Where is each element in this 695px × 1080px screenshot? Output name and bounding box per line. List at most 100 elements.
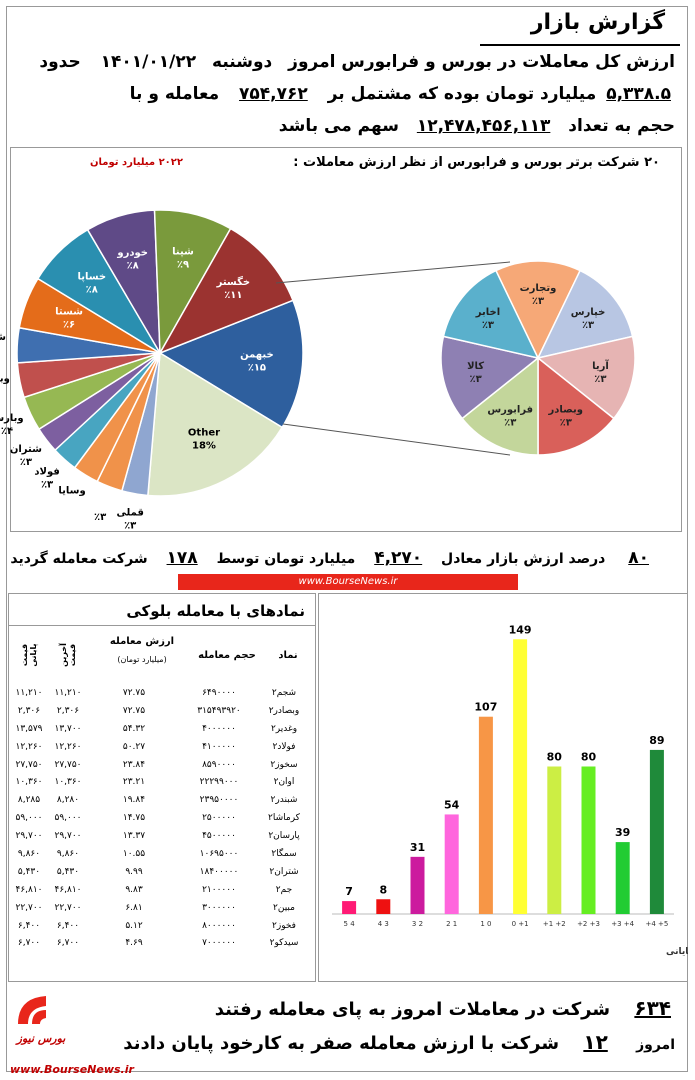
final-price-cell: ۶,۴۰۰ — [17, 920, 41, 931]
value-cell: ۵۰.۲۷ — [122, 741, 146, 752]
pie-slice-label: خگستر — [216, 275, 251, 288]
volume-cell: ۱۰۶۹۵۰۰۰ — [199, 848, 239, 859]
other-pie-slice — [536, 269, 634, 360]
bar — [342, 901, 357, 914]
value-cell: ۱۳.۳۷ — [122, 831, 146, 842]
footer-text-zero: شرکت با ارزش معامله صفر به کارخود پایان … — [123, 1033, 560, 1054]
table-row: ۱۱,۲۱۰ ۱۱,۲۱۰ ۷۲.۷۵ ۶۴۹۰۰۰۰ شجم۲ — [10, 684, 310, 702]
bar-category-label: +4 +5 — [645, 920, 668, 928]
other-pie-slice — [442, 269, 540, 360]
pie-slice-label: وبملت — [0, 373, 10, 384]
other-pie-slice — [494, 260, 582, 360]
pie-slice-label: شتران — [10, 444, 42, 455]
value-cell: ۱۴.۷۵ — [122, 813, 146, 824]
summary-text-b: میلیارد تومان توسط — [216, 551, 356, 567]
pie-slice-label: Other — [188, 428, 220, 439]
bar-category-label: 4 3 — [378, 920, 389, 928]
website-banner[interactable]: www.BourseNews.ir — [178, 574, 518, 590]
table-row: ۶,۷۰۰ ۶,۷۰۰ ۴.۶۹ ۷۰۰۰۰۰۰ سیدکو۲ — [10, 934, 310, 952]
final-price-cell: ۵,۴۳۰ — [17, 866, 41, 877]
volume-cell: ۳۰۰۰۰۰۰ — [202, 902, 236, 913]
pie-connector — [275, 261, 511, 284]
other-pie-label: فرابورس — [487, 405, 533, 416]
table-row: ۲,۳۰۶ ۲,۳۰۶ ۷۲.۷۵ ۳۱۵۴۹۳۹۲۰ وبصادر۲ — [10, 702, 310, 720]
other-pie-label: خپارس — [571, 307, 606, 318]
footer-text-traded: شرکت در معاملات امروز به پای معامله رفتن… — [214, 999, 611, 1020]
final-price-cell: ۶,۷۰۰ — [17, 938, 41, 949]
final-price-cell: ۵۹,۰۰۰ — [15, 813, 43, 824]
footer-website[interactable]: www.BourseNews.ir — [10, 1063, 134, 1076]
last-price-cell: ۱۱,۲۱۰ — [54, 687, 82, 698]
page-frame — [6, 6, 688, 1072]
volume-cell: ۷۰۰۰۰۰۰ — [202, 938, 236, 949]
pie-slice-value: ٪۸ — [86, 285, 98, 296]
last-price-cell: ۹,۸۶۰ — [56, 848, 80, 859]
pie-slice-label: وبارس — [0, 413, 24, 424]
table-row: ۱۲,۲۶۰ ۱۲,۲۶۰ ۵۰.۲۷ ۴۱۰۰۰۰۰ فولاد۲ — [10, 738, 310, 756]
pie-slice-value: ٪۱۱ — [224, 290, 242, 301]
symbol-cell: اوان۲ — [273, 777, 295, 788]
final-price-cell: ۸,۲۸۵ — [17, 795, 41, 806]
final-price-cell: ۱۲,۲۶۰ — [15, 741, 43, 752]
pie-slice-label: شبندر — [0, 332, 6, 343]
value-cell: ۵.۱۲ — [125, 920, 143, 931]
bar — [649, 749, 664, 914]
footer-count-zero: ۱۲ — [583, 1030, 608, 1054]
table-row: ۸,۲۸۵ ۸,۲۸۰ ۱۹.۸۴ ۲۳۹۵۰۰۰۰ شبندر۲ — [10, 791, 310, 809]
last-price-cell: ۶,۴۰۰ — [56, 920, 80, 931]
table-row: ۱۰,۳۶۰ ۱۰,۳۶۰ ۲۳.۲۱ ۲۲۲۹۹۰۰۰ اوان۲ — [10, 773, 310, 791]
other-pie-value: ٪۳ — [532, 296, 544, 307]
final-price-cell: ۹,۸۶۰ — [17, 848, 41, 859]
bar-value-label: 149 — [509, 623, 532, 636]
trade-volume: ۱۲,۴۷۸,۴۵۶,۱۱۳ — [416, 116, 551, 136]
last-price-cell: ۱۲,۲۶۰ — [54, 741, 82, 752]
volume-cell: ۸۵۹۰۰۰۰ — [202, 759, 236, 770]
pie-title-text: ۲۰ شرکت برتر بورس و فرابورس از نظر ارزش … — [293, 155, 660, 170]
table-row: ۵,۴۳۰ ۵,۴۳۰ ۹.۹۹ ۱۸۴۰۰۰۰۰ شتران۲ — [10, 863, 310, 881]
volume-cell: ۶۴۹۰۰۰۰ — [202, 687, 236, 698]
trades-count: ۷۵۴,۷۶۲ — [239, 84, 308, 104]
final-price-cell: ۲۷,۷۵۰ — [15, 759, 43, 770]
pie-unit: ۲۰۲۲ میلیارد تومان — [90, 157, 183, 168]
summary-text-c: شرکت معامله گردید — [10, 551, 148, 567]
last-price-cell: ۲۲,۷۰۰ — [54, 902, 82, 913]
volume-cell: ۴۵۰۰۰۰۰ — [202, 831, 236, 842]
bar-value-label: 39 — [615, 826, 630, 839]
final-price-cell: ۴۶,۸۱۰ — [15, 884, 43, 895]
block-table-title: نمادهای با معامله بلوکی — [126, 602, 305, 620]
value-cell: ۷۲.۷۵ — [122, 705, 146, 716]
pie-slice-value: 18% — [192, 441, 216, 452]
pie-slice-label: وسایا — [58, 485, 85, 496]
footer-line-1: ۶۳۴ شرکت در معاملات امروز به پای معامله … — [215, 996, 675, 1020]
pie-slice-value: ٪۳ — [41, 480, 53, 491]
col-last-price-label: آخرین قیمت — [59, 643, 77, 667]
other-pie-value: ٪۳ — [469, 374, 481, 385]
volume-cell: ۲۱۰۰۰۰۰ — [202, 884, 236, 895]
last-price-cell: ۲۹,۷۰۰ — [54, 831, 82, 842]
block-table: ۱۱,۲۱۰ ۱۱,۲۱۰ ۷۲.۷۵ ۶۴۹۰۰۰۰ شجم۲ ۲,۳۰۶ ۲,۳۰۶ ۷۲… — [10, 684, 310, 952]
value-cell: ۴.۶۹ — [125, 938, 143, 949]
last-price-cell: ۱۳,۷۰۰ — [54, 723, 82, 734]
other-pie-slice — [461, 356, 539, 456]
pie-slice-value: ٪۶ — [63, 320, 75, 331]
last-price-cell: ۴۶,۸۱۰ — [54, 884, 82, 895]
table-row: ۲۹,۷۰۰ ۲۹,۷۰۰ ۱۳.۳۷ ۴۵۰۰۰۰۰ پارسان۲ — [10, 827, 310, 845]
volume-cell: ۱۸۴۰۰۰۰۰ — [199, 866, 239, 877]
value-cell: ۲۳.۸۴ — [122, 759, 146, 770]
table-row: ۱۳,۵۷۹ ۱۳,۷۰۰ ۵۴.۳۲ ۴۰۰۰۰۰۰ وغدیر۲ — [10, 720, 310, 738]
pie-slice-value: ٪۱۵ — [248, 362, 266, 373]
bar-value-label: 89 — [649, 734, 664, 747]
summary-text-a: درصد ارزش بازار معادل — [441, 551, 606, 567]
bar — [478, 716, 493, 914]
pie-slice-label: شستا — [55, 307, 83, 318]
bar — [547, 766, 562, 914]
header-text-2: میلیارد تومان بوده که مشتمل بر — [327, 84, 597, 104]
total-value: ۵,۳۳۸.۵ — [606, 84, 671, 104]
other-pie-label: کالا — [467, 361, 484, 372]
pie-slice-value: ٪۸ — [127, 261, 139, 272]
bar — [410, 856, 425, 914]
summary-value: ۴,۲۷۰ — [374, 548, 423, 568]
bar-value-label: 7 — [345, 885, 353, 898]
header-line-3: حجم به تعداد ۱۲,۴۷۸,۴۵۶,۱۱۳ سهم می باشد — [279, 116, 675, 136]
table-row: ۵۹,۰۰۰ ۵۹,۰۰۰ ۱۴.۷۵ ۲۵۰۰۰۰۰ کرماشا۲ — [10, 809, 310, 827]
